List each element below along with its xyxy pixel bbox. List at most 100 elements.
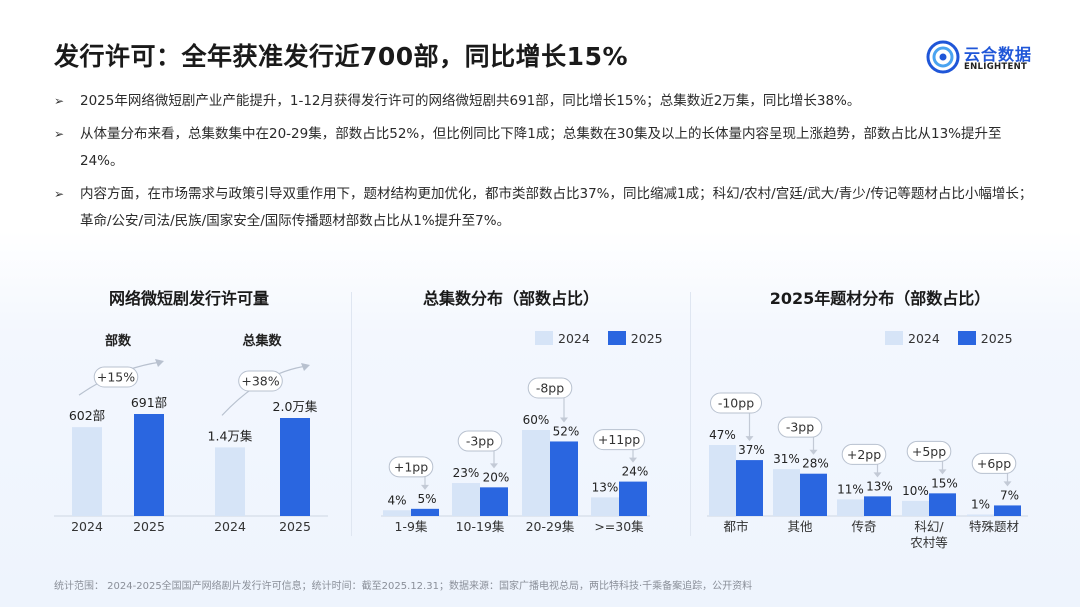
legend-label: 2025 [630, 331, 663, 346]
growth-badge-pill [93, 366, 139, 388]
change-badge: -3pp [786, 420, 814, 435]
panel-divider [351, 292, 352, 536]
chart3-title: 2025年题材分布（部数占比） [769, 289, 991, 308]
bullet-text: 内容方面，在市场需求与政策引导双重作用下，题材结构更加优化，都市类部数占比37%… [80, 186, 1033, 229]
bar-value-label: 1.4万集 [208, 428, 253, 443]
change-badge-pill [710, 392, 762, 414]
bar-value-label: 11% [837, 482, 864, 496]
x-tick-label: 特殊题材 [969, 519, 1019, 534]
change-badge: +6pp [977, 456, 1011, 471]
change-badge: -10pp [718, 396, 754, 411]
change-badge: +11pp [598, 432, 640, 447]
bar-2025 [480, 487, 508, 516]
summary-bullets: ➢ 2025年网络微短剧产业产能提升，1-12月获得发行许可的网络微短剧共691部… [54, 88, 1034, 241]
bar-value-label: 2.0万集 [273, 399, 318, 414]
bar-2025 [280, 418, 310, 516]
bar-2024 [837, 499, 864, 516]
bar-value-label: 52% [553, 424, 580, 438]
change-badge: -8pp [536, 381, 564, 396]
legend-swatch-2025 [957, 331, 976, 345]
bar-value-label: 37% [738, 443, 765, 457]
legend-swatch-2024 [535, 331, 553, 345]
brand-logo: 云合数据 ENLIGHTENT [926, 40, 1046, 76]
page-title: 发行许可：全年获准发行近700部，同比增长15% [54, 42, 629, 71]
bar-2024 [215, 447, 245, 516]
bullet-text: 2025年网络微短剧产业产能提升，1-12月获得发行许可的网络微短剧共691部，… [80, 93, 861, 109]
legend-item-2024: 2024 [535, 331, 590, 346]
bar-value-label: 20% [483, 470, 510, 484]
bar-2024 [522, 430, 550, 516]
legend-item-2025: 2025 [607, 331, 663, 346]
subchart-label: 部数 [105, 333, 132, 349]
bar-value-label: 7% [1000, 488, 1019, 502]
change-badge-pill [777, 416, 823, 438]
growth-arrow-icon [301, 363, 310, 371]
change-badge-pill [457, 430, 503, 452]
arrow-down-icon [873, 472, 882, 478]
x-tick-label: 科幻/ [914, 519, 944, 534]
bar-2024 [902, 500, 929, 516]
arrow-down-icon [938, 469, 947, 475]
bar-2024 [72, 427, 102, 516]
arrow-down-icon [1003, 481, 1012, 487]
bar-value-label: 60% [523, 413, 550, 427]
change-badge-pill [906, 440, 952, 462]
change-badge: +2pp [847, 447, 881, 462]
chart2-legend: 2024 2025 [535, 331, 677, 346]
growth-badge-pill [238, 370, 283, 392]
bar-2024 [967, 514, 994, 516]
logo-mark-icon [926, 40, 960, 74]
bar-value-label: 602部 [69, 408, 105, 423]
change-badge: -3pp [466, 434, 494, 449]
x-tick-label: 20-29集 [526, 519, 575, 534]
bullet-arrow-icon: ➢ [54, 127, 65, 141]
footer-note: 统计范围： 2024-2025全国国产网络剧片发行许可信息；统计时间：截至202… [54, 581, 753, 592]
bar-2024 [452, 483, 480, 516]
bullet-arrow-icon: ➢ [54, 94, 65, 108]
chart3-legend: 2024 2025 [885, 331, 1027, 346]
bar-value-label: 24% [622, 465, 649, 479]
x-tick-label: 其他 [787, 519, 813, 534]
arrow-down-icon [490, 463, 498, 469]
arrow-down-icon [809, 449, 818, 455]
change-badge-pill [527, 377, 573, 399]
change-badge-pill [388, 456, 434, 478]
change-badge-pill [593, 429, 645, 451]
bar-value-label: 13% [592, 480, 619, 494]
bullet-item: ➢ 内容方面，在市场需求与政策引导双重作用下，题材结构更加优化，都市类部数占比37… [54, 181, 1034, 235]
x-tick-label: 农村等 [910, 535, 948, 550]
bar-value-label: 10% [902, 484, 929, 498]
legend-swatch-2025 [607, 331, 626, 345]
x-tick-label: 2024 [71, 519, 103, 534]
arrow-down-icon [629, 457, 637, 463]
bar-value-label: 28% [802, 457, 829, 471]
panel-divider [690, 292, 691, 536]
bar-2025 [550, 441, 578, 516]
bar-2025 [411, 508, 439, 516]
bar-2025 [800, 473, 827, 516]
change-badge-pill [971, 452, 1017, 474]
change-badge: +1pp [394, 459, 428, 474]
arrow-down-icon [560, 417, 568, 423]
legend-item-2025: 2025 [957, 331, 1013, 346]
bar-2025 [929, 493, 956, 516]
bar-2025 [619, 481, 647, 516]
bar-2025 [736, 460, 763, 516]
bar-2025 [994, 505, 1021, 516]
x-tick-label: 传奇 [851, 519, 876, 534]
x-tick-label: 2025 [279, 519, 311, 534]
bullet-item: ➢ 2025年网络微短剧产业产能提升，1-12月获得发行许可的网络微短剧共691部… [54, 88, 1034, 115]
legend-label: 2025 [980, 331, 1013, 346]
subchart-label: 总集数 [242, 333, 282, 349]
bar-2025 [134, 414, 164, 516]
growth-arrow-icon [155, 359, 164, 367]
change-badge-pill [841, 443, 887, 465]
x-tick-label: 2025 [133, 519, 165, 534]
arrow-down-icon [745, 436, 754, 442]
bar-value-label: 23% [453, 466, 480, 480]
x-tick-label: 1-9集 [395, 519, 428, 534]
bar-value-label: 4% [387, 493, 406, 507]
chart2-title: 总集数分布（部数占比） [422, 289, 600, 308]
bar-2025 [864, 496, 891, 516]
